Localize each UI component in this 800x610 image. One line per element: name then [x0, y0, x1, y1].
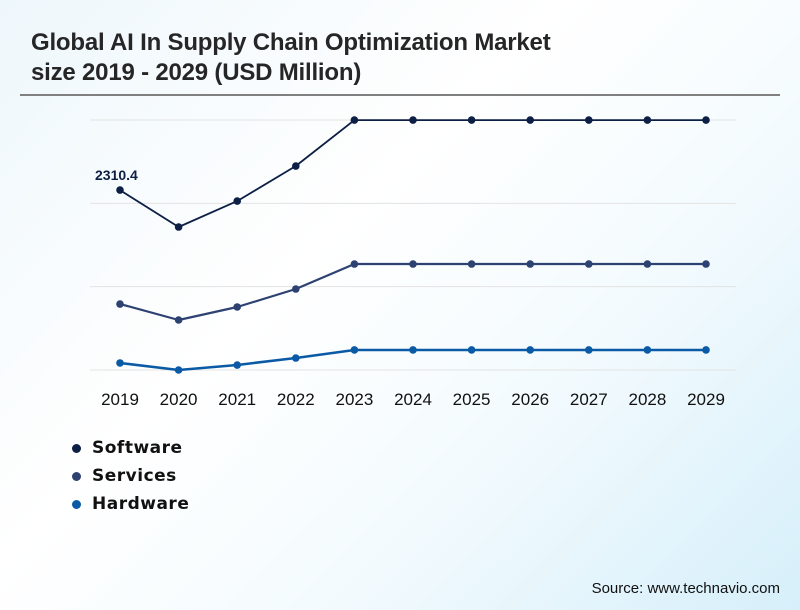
- legend-item-software[interactable]: Software: [72, 434, 189, 462]
- x-tick-label: 2026: [511, 390, 549, 409]
- legend: Software Services Hardware: [72, 434, 189, 518]
- legend-label-software: Software: [92, 438, 183, 458]
- data-point-software-2028: [643, 116, 652, 124]
- legend-label-hardware: Hardware: [92, 494, 190, 514]
- x-tick-label: 2019: [101, 390, 139, 409]
- data-label-software-2019: 2310.4: [95, 167, 138, 183]
- line-chart: 2019 2020 2021 2022 2023 2024 2025 2026 2027 2028…: [90, 116, 736, 409]
- series-line-software: [119, 119, 706, 228]
- data-point-software-2025: [467, 116, 476, 124]
- data-point-software-2029: [702, 116, 710, 124]
- data-point-software-2019: [116, 186, 124, 194]
- data-labels: 2310.4: [95, 167, 138, 183]
- data-point-services-2024: [409, 260, 417, 268]
- data-point-software-2024: [409, 116, 417, 124]
- chart-title: Global AI In Supply Chain Optimization M…: [31, 28, 731, 88]
- legend-marker-services: [72, 471, 81, 481]
- chart-title-line-1: Global AI In Supply Chain Optimization M…: [31, 29, 551, 56]
- x-tick-label: 2020: [160, 390, 198, 409]
- legend-label-services: Services: [92, 466, 177, 486]
- data-point-hardware-2021: [233, 361, 241, 369]
- data-point-services-2019: [116, 300, 124, 308]
- data-point-software-2021: [233, 197, 241, 205]
- x-tick-label: 2022: [277, 390, 315, 409]
- data-point-services-2027: [585, 260, 593, 268]
- data-point-services-2022: [292, 285, 300, 293]
- data-point-services-2020: [174, 316, 183, 324]
- data-point-hardware-2024: [409, 346, 417, 354]
- x-tick-label: 2028: [628, 390, 666, 409]
- data-point-software-2022: [292, 162, 300, 170]
- legend-item-services[interactable]: Services: [72, 462, 189, 490]
- x-tick-label: 2027: [570, 390, 608, 409]
- data-point-hardware-2022: [292, 354, 300, 362]
- data-point-services-2028: [643, 260, 652, 268]
- data-point-hardware-2020: [174, 366, 183, 374]
- x-tick-label: 2021: [218, 390, 256, 409]
- data-point-services-2026: [526, 260, 534, 268]
- data-point-hardware-2025: [467, 346, 476, 354]
- x-tick-label: 2025: [453, 390, 491, 409]
- data-point-hardware-2019: [116, 359, 124, 367]
- data-point-hardware-2027: [585, 346, 593, 354]
- series-points: [116, 116, 710, 374]
- data-point-services-2029: [702, 260, 710, 268]
- data-point-software-2026: [526, 116, 534, 124]
- data-point-services-2025: [467, 260, 476, 268]
- data-point-software-2023: [350, 116, 359, 124]
- chart-title-line-2: size 2019 - 2029 (USD Million): [31, 59, 362, 86]
- data-point-hardware-2029: [702, 346, 710, 354]
- data-point-services-2023: [350, 260, 359, 268]
- legend-item-hardware[interactable]: Hardware: [72, 490, 189, 518]
- x-tick-label: 2029: [687, 390, 725, 409]
- data-point-software-2020: [174, 223, 183, 231]
- legend-marker-software: [72, 443, 81, 453]
- data-point-services-2021: [233, 303, 241, 311]
- x-tick-label: 2024: [394, 390, 432, 409]
- title-divider: [20, 94, 780, 96]
- data-point-hardware-2028: [643, 346, 652, 354]
- data-point-software-2027: [585, 116, 593, 124]
- source-note: Source: www.technavio.com: [591, 580, 780, 597]
- legend-marker-hardware: [72, 499, 81, 509]
- x-axis-ticks: 2019 2020 2021 2022 2023 2024 2025 2026 2027 2028…: [101, 390, 725, 409]
- data-point-hardware-2026: [526, 346, 534, 354]
- series-lines: [119, 119, 706, 372]
- x-tick-label: 2023: [335, 390, 373, 409]
- data-point-hardware-2023: [350, 346, 359, 354]
- series-line-services: [119, 262, 706, 322]
- gridlines: [90, 119, 736, 371]
